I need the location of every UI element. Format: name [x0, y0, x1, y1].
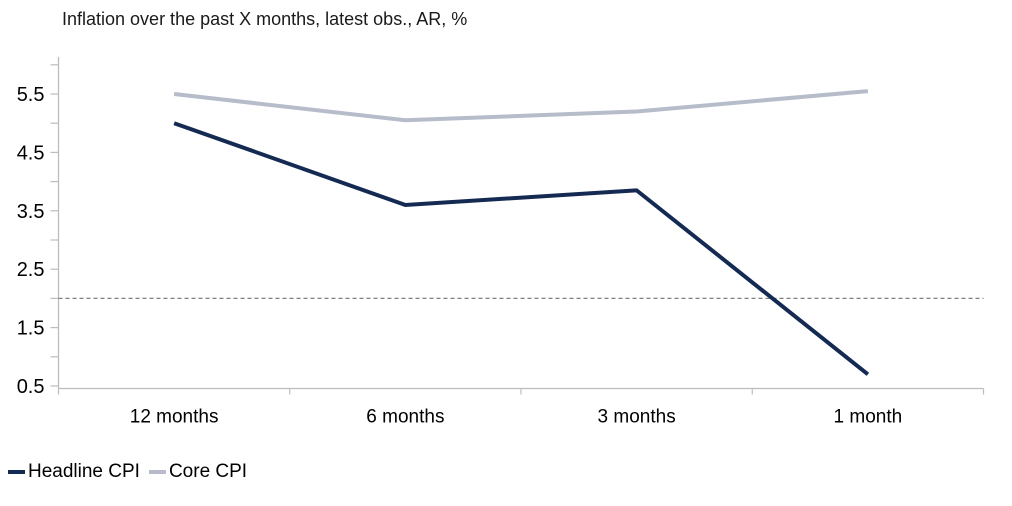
y-tick-label: 4.5: [17, 142, 45, 164]
chart-title: Inflation over the past X months, latest…: [62, 9, 468, 29]
legend: Headline CPI Core CPI: [8, 461, 247, 483]
y-tick-label: 5.5: [17, 84, 45, 106]
x-tick-label: 1 month: [834, 407, 903, 428]
legend-label-headline-cpi: Headline CPI: [28, 461, 140, 482]
y-tick-label: 3.5: [17, 201, 45, 223]
core-cpi-line: [173, 89, 869, 123]
x-tick-label: 3 months: [598, 407, 676, 428]
legend-label-core-cpi: Core CPI: [168, 461, 248, 482]
headline-cpi-line: [173, 121, 870, 376]
headline-cpi-line-marker: [8, 470, 25, 474]
y-tick-label: 2.5: [17, 259, 45, 281]
x-tick-label: 12 months: [130, 407, 219, 428]
core-cpi-line-marker: [148, 470, 166, 474]
y-tick-label: 0.5: [17, 376, 45, 398]
y-tick-label: 1.5: [17, 318, 45, 340]
x-tick-label: 6 months: [366, 407, 444, 428]
